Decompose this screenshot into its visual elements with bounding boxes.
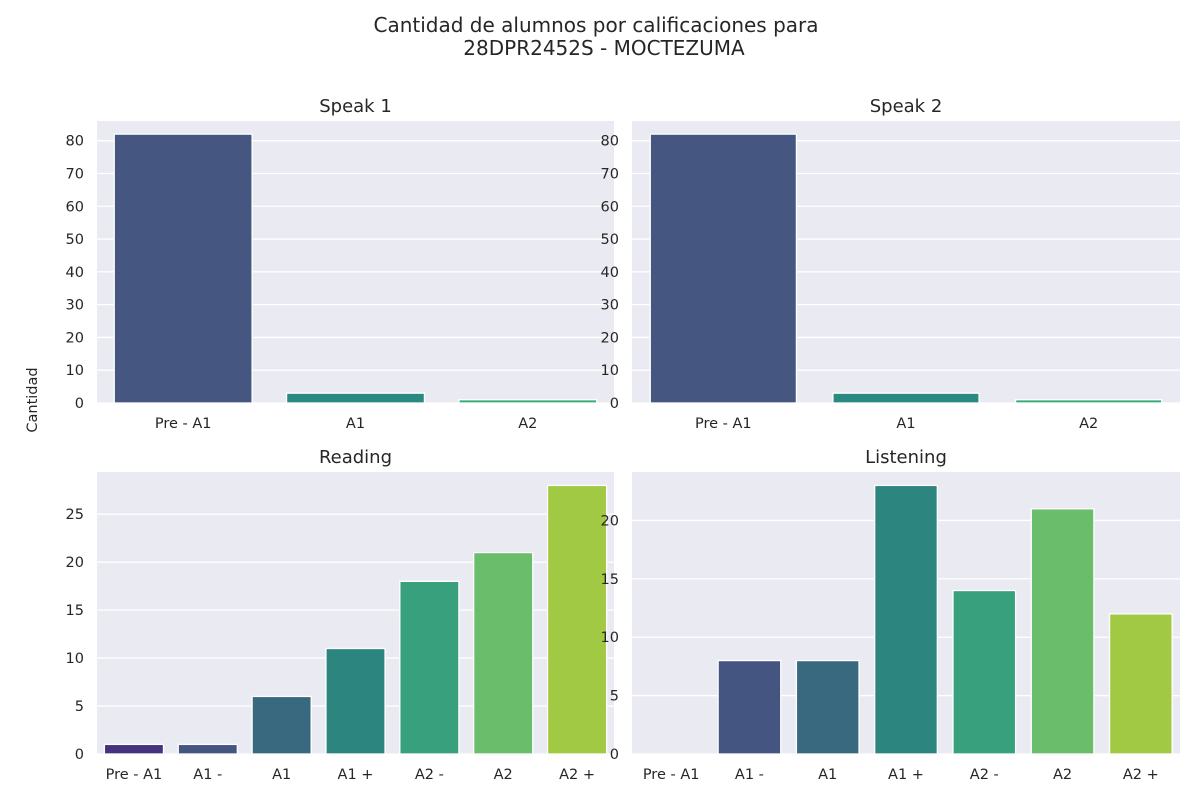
y-tick-label: 20 (66, 555, 84, 571)
shared-y-axis-label: Cantidad (25, 367, 41, 432)
x-tick-label: Pre - A1 (106, 767, 163, 783)
bar-a1 (832, 392, 980, 404)
x-tick-label: Pre - A1 (155, 416, 212, 432)
y-tick-label: 30 (66, 298, 84, 314)
y-tick-label: 70 (601, 166, 619, 182)
y-tick-label: 80 (601, 134, 619, 150)
x-tick-label: A1 (896, 416, 915, 432)
bar-a2 (952, 589, 1017, 755)
x-tick-label: A1 (272, 767, 291, 783)
panel-title: Speak 2 (870, 96, 943, 117)
y-tick-label: 10 (66, 651, 84, 667)
bar-pre-a1 (103, 743, 165, 755)
x-tick-label: A1 + (888, 767, 924, 783)
bar-a2 (1108, 613, 1173, 755)
bar-a1 (795, 659, 860, 755)
y-tick-label: 0 (75, 396, 84, 412)
y-tick-label: 25 (66, 507, 84, 523)
y-tick-label: 50 (66, 232, 84, 248)
x-tick-label: A2 (518, 416, 537, 432)
bar-a1 (874, 484, 938, 755)
y-tick-label: 70 (66, 166, 84, 182)
bar-pre-a1 (649, 133, 798, 404)
y-tick-label: 10 (601, 630, 619, 646)
y-tick-label: 0 (75, 747, 84, 763)
y-tick-label: 20 (66, 330, 84, 346)
y-tick-label: 5 (610, 689, 619, 705)
panel-title: Speak 1 (319, 96, 392, 117)
y-tick-label: 30 (601, 298, 619, 314)
y-tick-label: 0 (610, 747, 619, 763)
y-tick-label: 40 (601, 265, 619, 281)
y-tick-label: 5 (75, 699, 84, 715)
y-tick-label: 40 (66, 265, 84, 281)
bar-a1 (251, 695, 312, 755)
x-tick-label: A2 (1053, 767, 1072, 783)
y-tick-label: 10 (601, 363, 619, 379)
y-tick-label: 50 (601, 232, 619, 248)
y-tick-label: 20 (601, 513, 619, 529)
x-tick-label: A2 + (559, 767, 595, 783)
y-tick-label: 60 (601, 199, 619, 215)
x-tick-label: Pre - A1 (695, 416, 752, 432)
y-tick-label: 0 (610, 396, 619, 412)
chart-panel-reading: Reading 0 5 10 15 20 25 Pre - A1 A1 - A1 A1 + A2 - A… (66, 447, 614, 783)
x-tick-label: A2 - (415, 767, 444, 783)
x-tick-label: A1 (346, 416, 365, 432)
bar-a2 (458, 399, 598, 404)
bar-a2 (1030, 508, 1095, 755)
x-tick-label: A2 - (970, 767, 999, 783)
x-tick-label: Pre - A1 (643, 767, 700, 783)
x-tick-label: A1 - (735, 767, 764, 783)
y-tick-label: 15 (601, 572, 619, 588)
bar-a1 (325, 647, 386, 755)
bar-a2 (473, 551, 534, 755)
y-tick-label: 60 (66, 199, 84, 215)
y-tick-label: 20 (601, 330, 619, 346)
chart-panel-speak-2: Speak 2 0 10 20 30 40 50 60 70 80 Pre - A1 A1 A2 (601, 96, 1180, 432)
y-tick-label: 15 (66, 603, 84, 619)
chart-panel-listening: Listening 0 5 10 15 20 Pre - A1 A1 - A1 A1 + A2 - A… (601, 447, 1180, 783)
bar-a2 (546, 484, 608, 755)
figure-title-line2: 28DPR2452S - MOCTEZUMA (463, 36, 745, 60)
x-tick-label: A1 (818, 767, 837, 783)
y-tick-label: 10 (66, 363, 84, 379)
y-tick-label: 80 (66, 134, 84, 150)
bar-a2 (399, 580, 460, 755)
x-tick-label: A2 (494, 767, 513, 783)
x-tick-label: A1 - (193, 767, 222, 783)
figure-title-line1: Cantidad de alumnos por calificaciones p… (373, 13, 818, 37)
x-tick-label: A1 + (338, 767, 374, 783)
bar-a1 (285, 392, 426, 404)
bar-a1 (717, 659, 782, 755)
bar-a1 (177, 743, 238, 755)
bar-a2 (1014, 399, 1163, 404)
panel-title: Reading (319, 447, 392, 468)
chart-panel-speak-1: Speak 1 0 10 20 30 40 50 60 70 80 Pre - A1 A1 A2 (66, 96, 614, 432)
panel-title: Listening (865, 447, 947, 468)
x-tick-label: A2 (1079, 416, 1098, 432)
x-tick-label: A2 + (1123, 767, 1159, 783)
bar-pre-a1 (113, 133, 253, 404)
